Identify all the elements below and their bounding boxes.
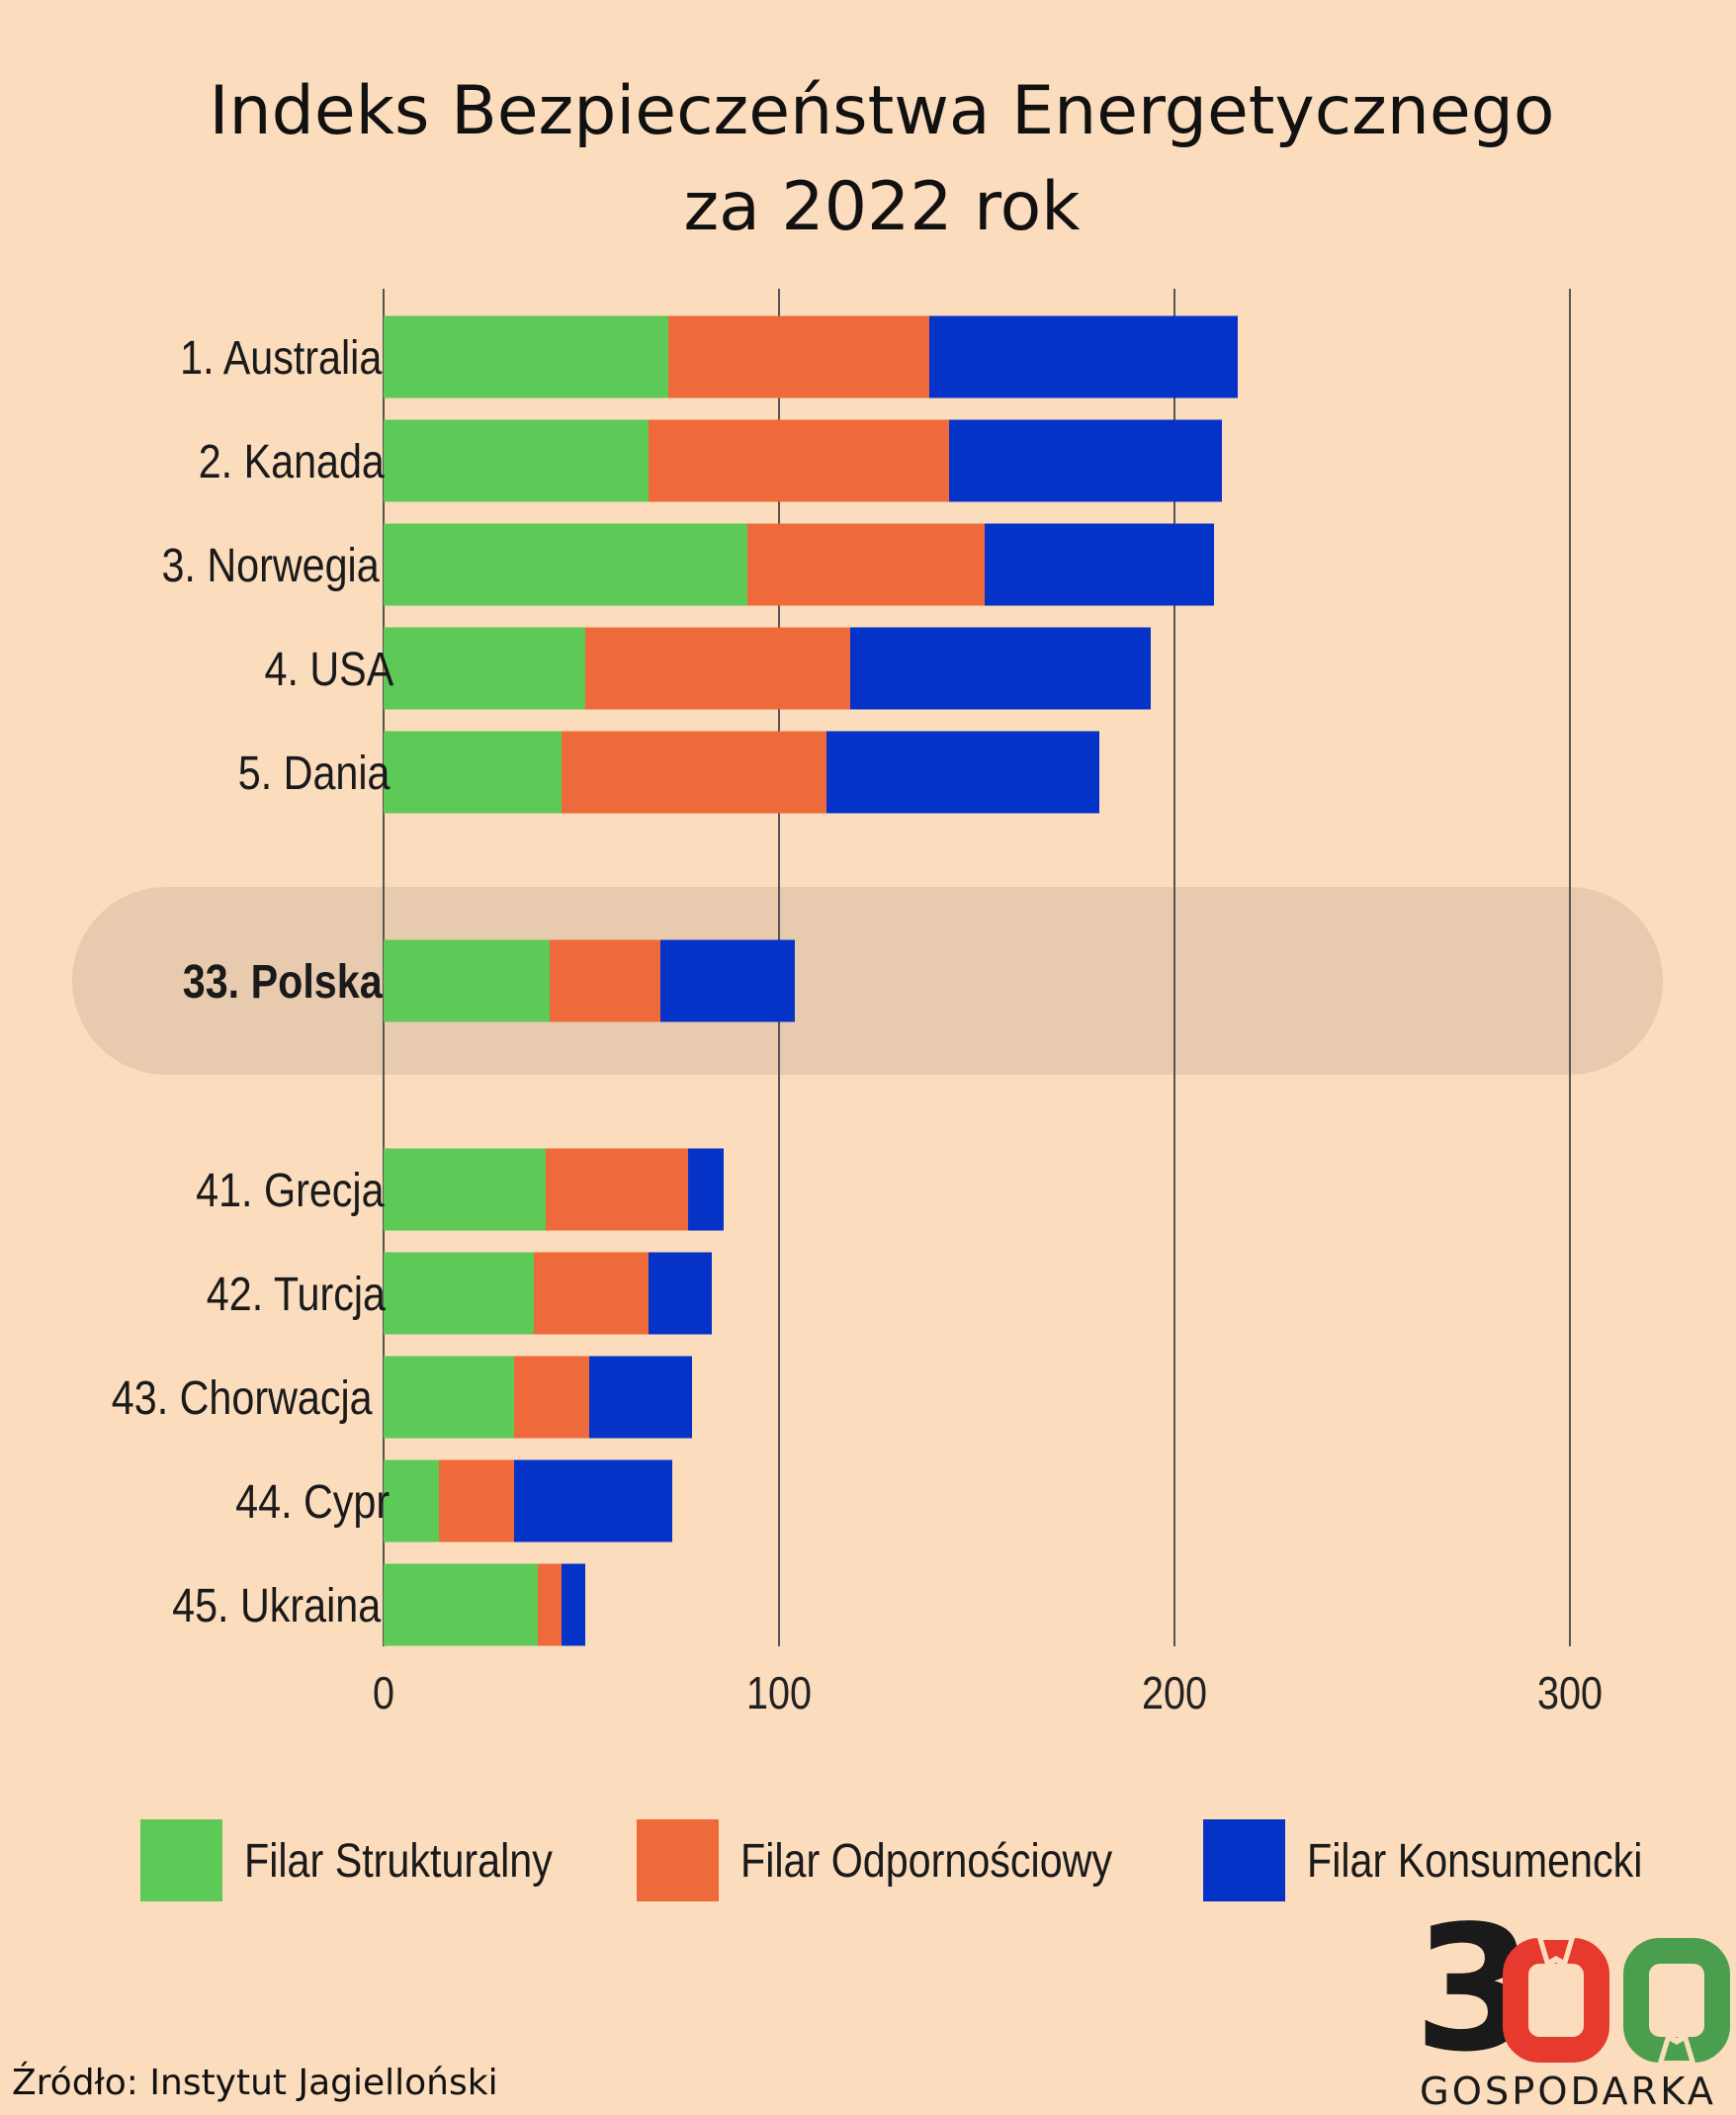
logo-wordmark: GOSPODARKA — [1420, 2070, 1716, 2113]
legend-label-filar-odpornosciowy: Filar Odpornościowy — [740, 1834, 1113, 1888]
bar-turcja-filar-strukturalny — [384, 1252, 534, 1335]
legend-swatch-filar-strukturalny — [140, 1819, 222, 1901]
legend-swatch-filar-odpornosciowy — [637, 1819, 719, 1901]
bar-norwegia-filar-odpornosciowy — [747, 523, 985, 606]
bar-polska-filar-odpornosciowy — [550, 939, 660, 1022]
legend-label-filar-strukturalny: Filar Strukturalny — [244, 1834, 553, 1888]
bar-australia-filar-strukturalny — [384, 315, 668, 398]
category-label-kanada: 2. Kanada — [199, 435, 385, 488]
logo-green-zero — [1623, 1938, 1730, 2063]
bar-chorwacja-filar-konsumencki — [589, 1356, 692, 1439]
bar-ukraina-filar-strukturalny — [384, 1563, 538, 1646]
chart-title-line-2: za 2022 rok — [683, 168, 1081, 246]
bar-australia-filar-odpornosciowy — [668, 315, 929, 398]
bar-ukraina-filar-konsumencki — [562, 1563, 585, 1646]
category-label-ukraina: 45. Ukraina — [172, 1579, 381, 1632]
category-label-usa: 4. USA — [264, 643, 393, 696]
category-label-turcja: 42. Turcja — [207, 1268, 386, 1321]
bar-grecja-filar-odpornosciowy — [546, 1148, 688, 1231]
legend-swatch-filar-konsumencki — [1203, 1819, 1285, 1901]
x-tick-label-100: 100 — [746, 1668, 812, 1718]
x-tick-label-200: 200 — [1142, 1668, 1207, 1718]
bar-dania-filar-konsumencki — [826, 731, 1099, 814]
category-label-dania: 5. Dania — [238, 747, 391, 800]
bars — [384, 315, 1238, 1646]
legend: Filar Strukturalny Filar Odpornościowy Fil… — [140, 1819, 1642, 1901]
bar-ukraina-filar-odpornosciowy — [538, 1563, 562, 1646]
bar-grecja-filar-konsumencki — [688, 1148, 724, 1231]
bar-dania-filar-strukturalny — [384, 731, 562, 814]
bar-dania-filar-odpornosciowy — [562, 731, 826, 814]
x-axis-ticks: 0 100 200 300 — [373, 1668, 1603, 1718]
bar-kanada-filar-konsumencki — [949, 419, 1222, 502]
bar-australia-filar-konsumencki — [929, 315, 1238, 398]
category-label-polska: 33. Polska — [183, 955, 384, 1009]
legend-label-filar-konsumencki: Filar Konsumencki — [1307, 1834, 1642, 1888]
category-label-norwegia: 3. Norwegia — [161, 539, 379, 592]
bar-usa-filar-strukturalny — [384, 627, 585, 710]
chart-title-line-1: Indeks Bezpieczeństwa Energetycznego — [210, 72, 1555, 150]
logo-red-zero — [1503, 1938, 1609, 2063]
x-tick-label-300: 300 — [1537, 1668, 1603, 1718]
bar-kanada-filar-odpornosciowy — [649, 419, 949, 502]
bar-norwegia-filar-strukturalny — [384, 523, 747, 606]
bar-turcja-filar-konsumencki — [649, 1252, 712, 1335]
category-label-chorwacja: 43. Chorwacja — [112, 1371, 373, 1425]
bar-chorwacja-filar-strukturalny — [384, 1356, 514, 1439]
bar-cypr-filar-odpornosciowy — [439, 1459, 514, 1542]
category-label-australia: 1. Australia — [180, 331, 382, 385]
bar-polska-filar-strukturalny — [384, 939, 550, 1022]
polska-highlight-band — [72, 887, 1663, 1075]
bar-cypr-filar-konsumencki — [514, 1459, 672, 1542]
bar-cypr-filar-strukturalny — [384, 1459, 439, 1542]
category-label-grecja: 41. Grecja — [196, 1164, 384, 1217]
category-labels: 1. Australia 2. Kanada 3. Norwegia 4. USA 5.… — [112, 331, 394, 1632]
bar-polska-filar-konsumencki — [660, 939, 795, 1022]
category-label-cypr: 44. Cypr — [235, 1475, 390, 1529]
bar-usa-filar-konsumencki — [850, 627, 1151, 710]
bar-norwegia-filar-konsumencki — [985, 523, 1214, 606]
bar-usa-filar-odpornosciowy — [585, 627, 850, 710]
bar-turcja-filar-odpornosciowy — [534, 1252, 649, 1335]
logo-300-gospodarka: 3 GOSPODARKA — [1414, 1890, 1730, 2113]
bar-kanada-filar-strukturalny — [384, 419, 649, 502]
bar-chorwacja-filar-odpornosciowy — [514, 1356, 589, 1439]
source-note: Źródło: Instytut Jagielloński — [12, 2062, 498, 2103]
x-tick-label-0: 0 — [373, 1668, 394, 1718]
bar-grecja-filar-strukturalny — [384, 1148, 546, 1231]
